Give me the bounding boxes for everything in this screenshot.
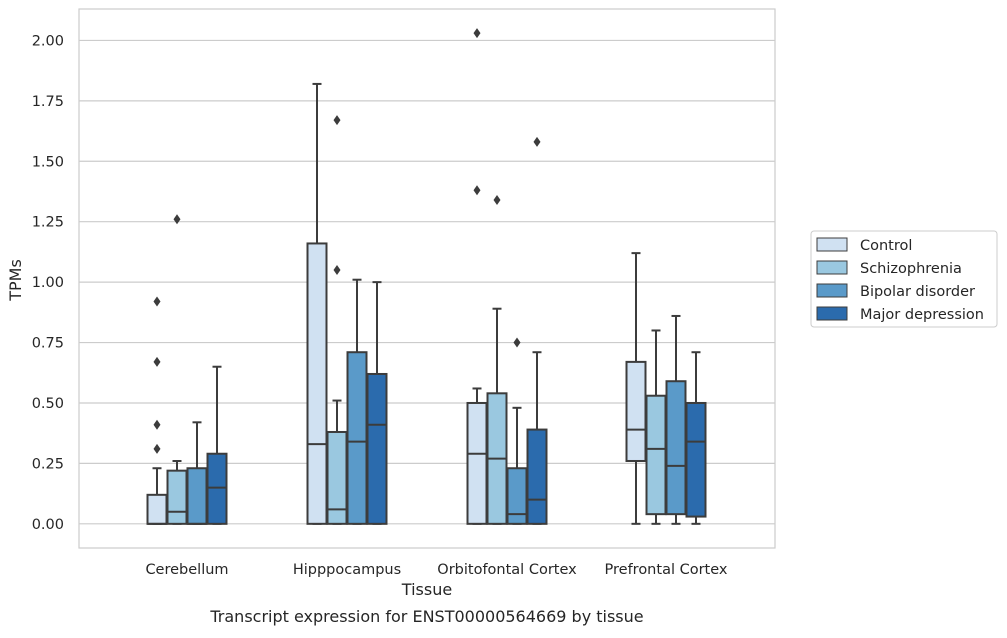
legend-swatch: [816, 260, 848, 275]
box-schizophrenia-2: [486, 194, 508, 525]
box-series: [146, 28, 707, 525]
outlier-point: [513, 337, 521, 348]
outlier-point: [153, 419, 161, 430]
box-body: [346, 351, 368, 525]
x-tick-label: Cerebellum: [145, 562, 228, 578]
x-tick-label: Orbitofontal Cortex: [437, 562, 577, 578]
box-body: [366, 372, 388, 525]
chart-caption: Transcript expression for ENST0000056466…: [209, 607, 643, 626]
y-axis-label: TPMs: [6, 259, 25, 302]
box-body: [146, 493, 168, 525]
outlier-point: [333, 265, 341, 276]
legend-swatch: [816, 283, 848, 298]
outlier-point: [493, 194, 501, 205]
box-body: [206, 452, 228, 525]
box-body: [665, 380, 687, 516]
box-bipolar-disorder-2: [506, 337, 528, 525]
outlier-point: [153, 443, 161, 454]
box-body: [625, 360, 647, 462]
box-body: [645, 394, 667, 516]
legend-label: Schizophrenia: [860, 261, 962, 277]
y-tick-label: 0.75: [32, 336, 64, 352]
y-tick-labels: 0.00 0.25 0.50 0.75 1.00 1.25 1.50 1.75 2.00: [32, 33, 64, 532]
legend-swatch: [816, 306, 848, 321]
y-tick-label: 0.50: [32, 396, 64, 412]
box-control-0: [146, 296, 168, 525]
box-body: [466, 401, 488, 525]
box-body: [685, 401, 707, 518]
box-body: [526, 428, 548, 525]
box-major-depression-1: [366, 281, 388, 525]
legend-label: Major depression: [860, 307, 984, 323]
legend-label: Bipolar disorder: [860, 284, 975, 300]
y-tick-label: 1.00: [32, 275, 64, 291]
legend: Control Schizophrenia Bipolar disorder Majo…: [810, 230, 998, 328]
x-tick-labels: Cerebellum Hipppocampus Orbitofontal Corte…: [145, 562, 727, 578]
outlier-point: [473, 28, 481, 39]
outlier-point: [473, 185, 481, 196]
y-tick-label: 0.25: [32, 456, 64, 472]
outlier-point: [173, 214, 181, 225]
box-body: [186, 467, 208, 525]
outlier-point: [153, 296, 161, 307]
box-major-depression-2: [526, 136, 548, 525]
box-major-depression-3: [685, 351, 707, 525]
legend-frame: [810, 230, 998, 328]
y-tick-label: 1.50: [32, 154, 64, 170]
box-schizophrenia-3: [645, 329, 667, 525]
outlier-point: [153, 356, 161, 367]
outlier-point: [333, 115, 341, 126]
box-control-1: [306, 82, 328, 525]
y-tick-label: 1.75: [32, 94, 64, 110]
legend-swatch: [816, 237, 848, 252]
x-tick-label: Hipppocampus: [293, 562, 401, 578]
outlier-point: [533, 136, 541, 147]
box-body: [166, 469, 188, 525]
x-tick-label: Prefrontal Cortex: [605, 562, 728, 578]
y-tick-label: 0.00: [32, 517, 64, 533]
y-tick-label: 1.25: [32, 215, 64, 231]
legend-label: Control: [860, 238, 912, 254]
box-bipolar-disorder-0: [186, 421, 208, 525]
box-body: [506, 467, 528, 525]
box-major-depression-0: [206, 365, 228, 525]
y-tick-label: 2.00: [32, 33, 64, 49]
x-axis-label: Tissue: [401, 580, 452, 599]
box-body: [306, 242, 328, 525]
